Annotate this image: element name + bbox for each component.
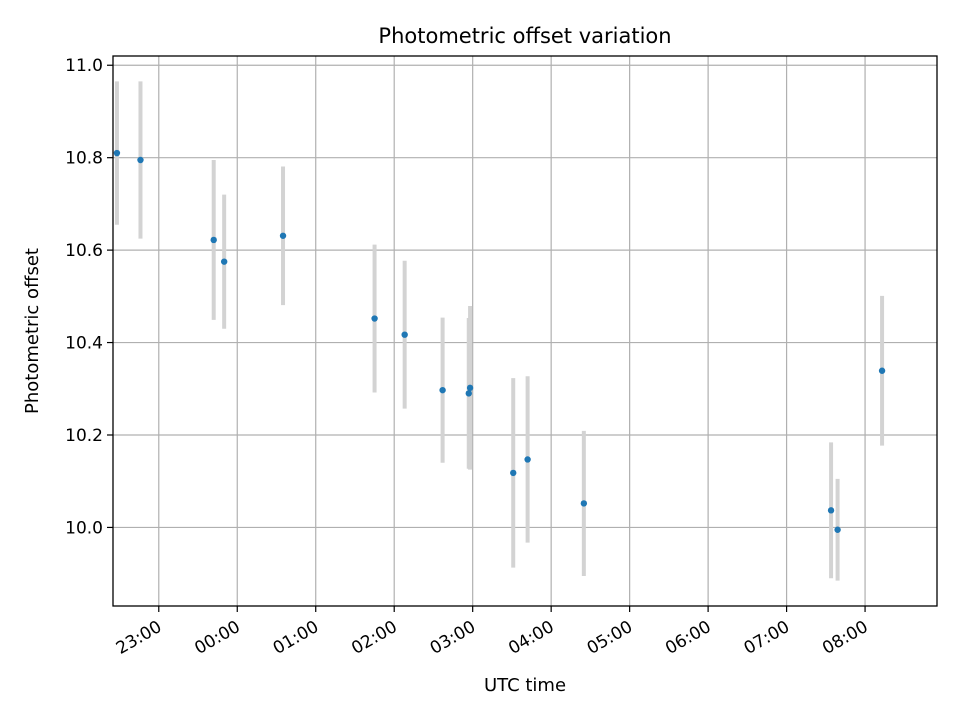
data-point xyxy=(465,390,472,397)
plot-frame xyxy=(112,55,938,607)
y-tick-label: 10.6 xyxy=(65,241,103,261)
data-point xyxy=(220,258,228,265)
data-point xyxy=(210,236,217,244)
y-axis: 10.0 10.2 10.4 10.6 10.8 11.0 xyxy=(65,56,113,538)
y-tick-label: 11.0 xyxy=(65,56,103,76)
data-point xyxy=(137,156,144,164)
y-axis-label: Photometric offset xyxy=(22,248,43,414)
data-point xyxy=(401,331,408,338)
data-point xyxy=(580,500,588,507)
data-point xyxy=(371,315,378,322)
data-point xyxy=(524,456,531,463)
data-point xyxy=(439,386,446,394)
data-point xyxy=(466,384,474,392)
y-tick-label: 10.4 xyxy=(65,334,103,354)
y-tick-label: 10.0 xyxy=(65,518,103,538)
x-axis-label: UTC time xyxy=(484,675,566,696)
y-tick-label: 10.8 xyxy=(65,149,103,169)
chart-title: Photometric offset variation xyxy=(378,24,671,48)
data-point xyxy=(510,469,517,477)
data-point xyxy=(878,367,886,374)
data-point xyxy=(113,149,121,157)
data-point xyxy=(834,526,841,533)
data-points xyxy=(113,149,886,533)
data-point xyxy=(279,232,287,239)
y-tick-label: 10.2 xyxy=(65,426,103,446)
grid xyxy=(113,56,937,606)
data-point xyxy=(827,507,835,514)
